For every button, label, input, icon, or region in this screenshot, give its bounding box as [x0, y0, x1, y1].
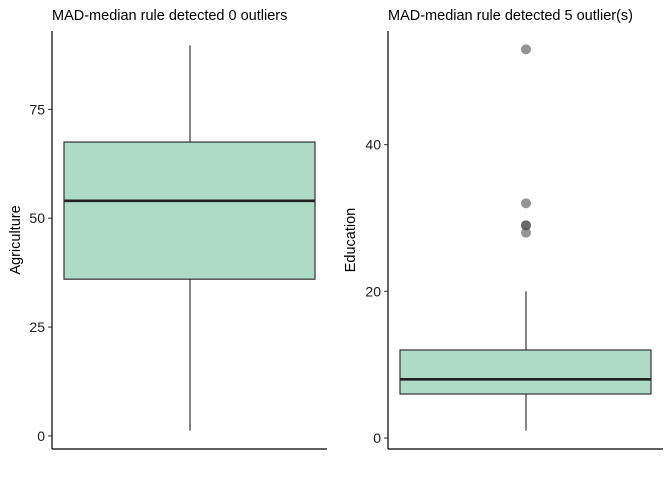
y-tick-label-education-20: 20	[365, 283, 381, 299]
y-axis-label-agriculture: Agriculture	[8, 205, 24, 274]
y-tick-label-agriculture-25: 25	[29, 319, 45, 335]
box-marks-education	[399, 44, 652, 431]
y-tick-label-education-40: 40	[365, 137, 381, 153]
outlier-point-education-3	[521, 198, 531, 209]
iqr-box-agriculture	[63, 141, 316, 280]
agriculture-panel: MAD-median rule detected 0 outliers Agri…	[8, 8, 327, 450]
y-tick-label-agriculture-75: 75	[29, 101, 45, 117]
iqr-box-education	[399, 349, 652, 395]
y-tick-label-agriculture-50: 50	[29, 210, 45, 226]
outlier-point-education-4	[521, 44, 531, 55]
y-ticks-agriculture: 0 25 50 75	[29, 101, 52, 444]
y-axis-label-education: Education	[343, 208, 359, 273]
y-tick-label-agriculture-0: 0	[37, 428, 45, 444]
y-tick-label-education-0: 0	[373, 430, 381, 446]
outlier-point-education-2	[521, 220, 531, 231]
education-panel: MAD-median rule detected 5 outlier(s) Ed…	[343, 8, 663, 450]
outlier-point-education-0	[521, 227, 531, 238]
panel-title-education: MAD-median rule detected 5 outlier(s)	[388, 8, 633, 24]
box-marks-agriculture	[63, 45, 316, 431]
y-ticks-education: 0 20 40	[365, 137, 388, 446]
panel-title-agriculture: MAD-median rule detected 0 outliers	[52, 8, 287, 24]
